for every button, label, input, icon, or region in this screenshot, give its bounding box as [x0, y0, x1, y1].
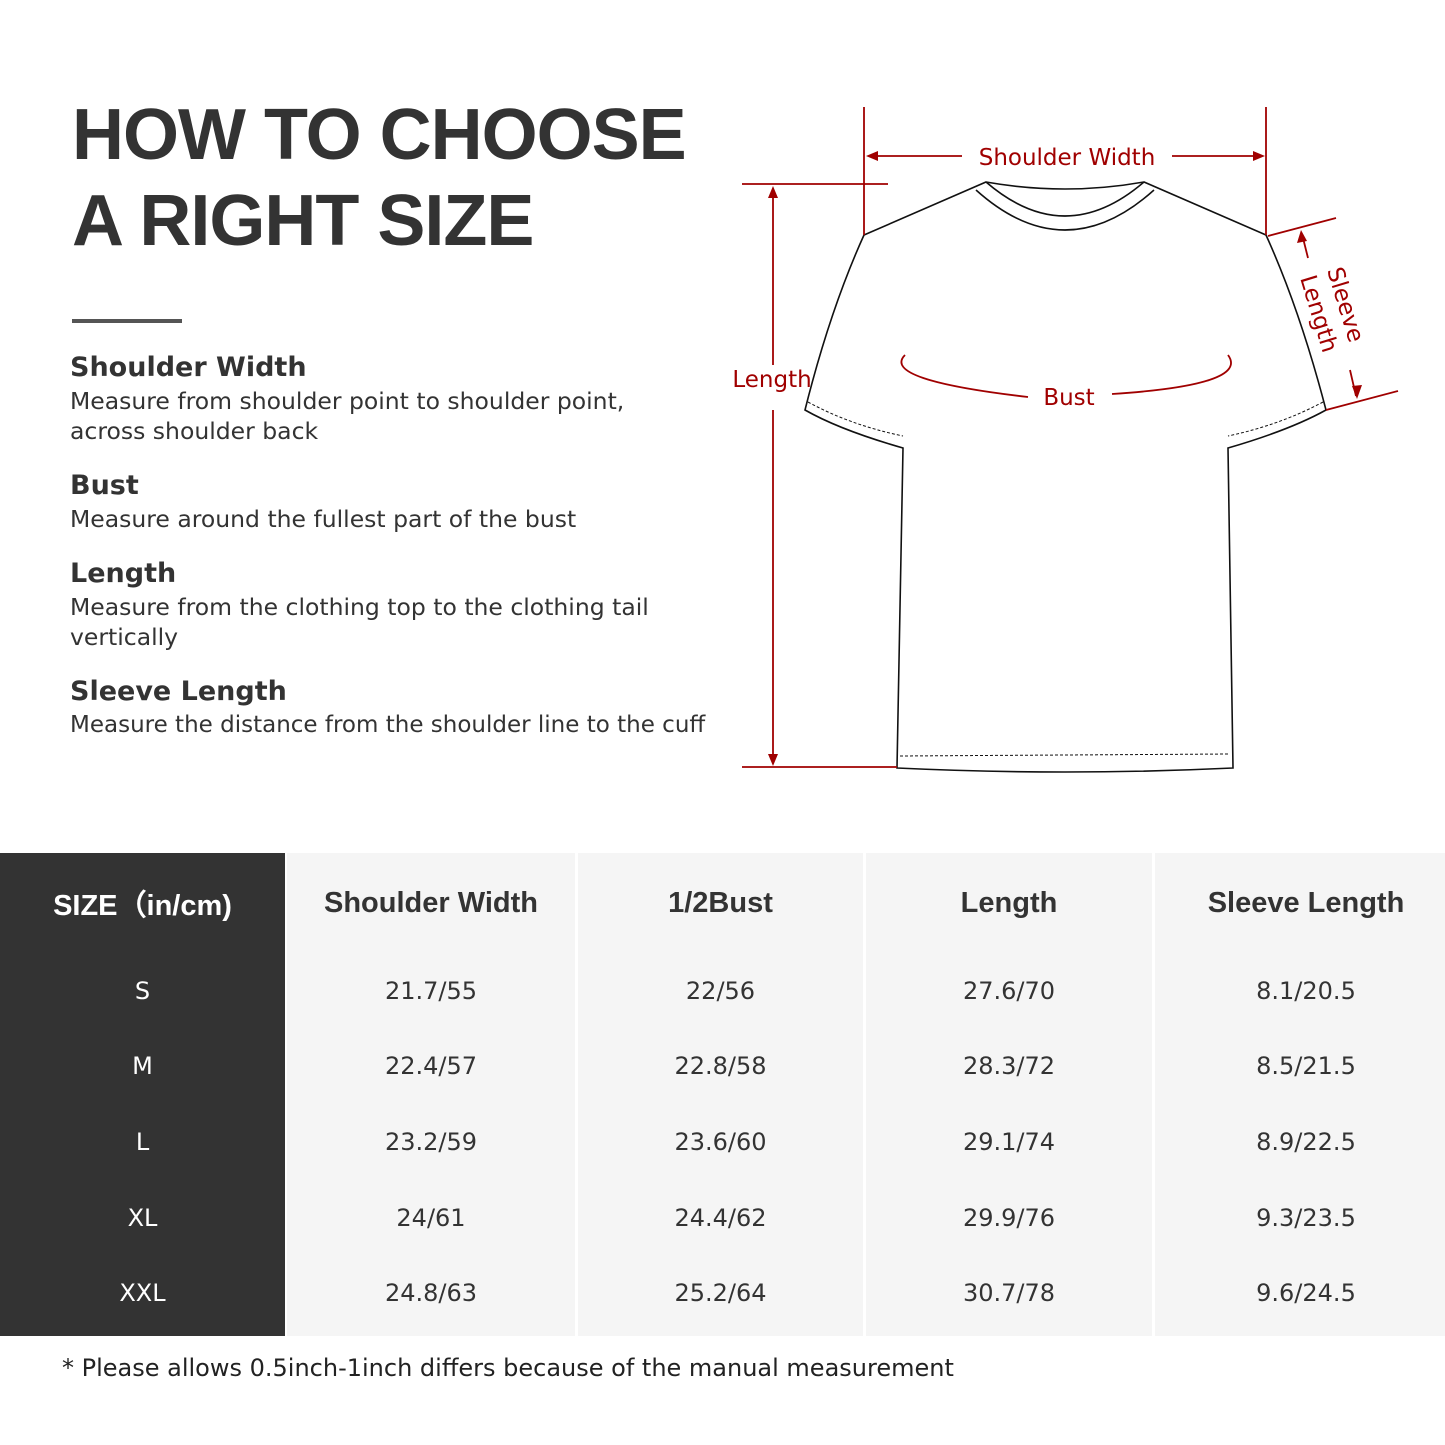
table-cell: 22.8/58 [674, 1052, 767, 1081]
table-cell: 24/61 [396, 1203, 466, 1232]
definition-sleeve: Sleeve Length Measure the distance from t… [70, 676, 706, 738]
header-shoulder: Shoulder Width [324, 886, 538, 919]
table-cell: 23.2/59 [384, 1127, 478, 1156]
footnote: * Please allows 0.5inch-1inch differs be… [62, 1354, 954, 1382]
definition-bust: Bust Measure around the fullest part of t… [70, 470, 577, 533]
table-cell: L [135, 1127, 150, 1156]
table-cell: 30.7/78 [962, 1279, 1056, 1308]
tshirt-outline [804, 181, 1327, 773]
table-cell: XL [127, 1203, 158, 1232]
table-cell: 23.6/60 [674, 1127, 767, 1156]
measure-lines [742, 107, 1399, 768]
tshirt-diagram: Shoulder Width Length Bust Sleeve Length [732, 107, 1399, 773]
definitions: Shoulder Width Measure from shoulder poin… [70, 350, 720, 762]
definition-shoulder: Shoulder Width Measure from shoulder poin… [70, 352, 625, 445]
table-cell: 22.4/57 [384, 1052, 478, 1081]
table-cell: 9.6/24.5 [1256, 1279, 1356, 1308]
table-cell: S [134, 976, 151, 1005]
header-length: Length [960, 886, 1058, 919]
definition-length: Length Measure from the clothing top to t… [70, 558, 649, 651]
arrowheads [768, 151, 1362, 766]
table-cell: 8.1/20.5 [1256, 976, 1356, 1005]
table-cell: 21.7/55 [384, 976, 478, 1005]
column-shoulder: Shoulder Width 21.7/55 22.4/57 23.2/59 2… [287, 853, 575, 1336]
table-cell: 25.2/64 [674, 1279, 767, 1308]
table-cell: 28.3/72 [962, 1052, 1056, 1081]
table-cell: XXL [119, 1279, 166, 1308]
label-shoulder-width: Shoulder Width [979, 145, 1156, 171]
page-title: HOW TO CHOOSE A RIGHT SIZE [72, 95, 687, 261]
size-table: SIZE（in/cm) S M L XL XXL Shoulder Width … [0, 853, 1445, 1336]
table-cell: M [132, 1052, 153, 1081]
header-size: SIZE（in/cm) [53, 890, 232, 922]
table-cell: 9.3/23.5 [1256, 1203, 1356, 1232]
table-cell: 29.9/76 [962, 1203, 1056, 1232]
header-bust: 1/2Bust [668, 886, 773, 919]
table-cell: 24.8/63 [384, 1279, 478, 1308]
column-sleeve: Sleeve Length 8.1/20.5 8.5/21.5 8.9/22.5… [1155, 853, 1445, 1336]
column-size: SIZE（in/cm) S M L XL XXL [0, 853, 285, 1336]
label-bust: Bust [1043, 385, 1094, 411]
table-cell: 29.1/74 [962, 1127, 1056, 1156]
table-cell: 8.9/22.5 [1256, 1127, 1356, 1156]
table-cell: 22/56 [685, 976, 756, 1005]
divider [72, 319, 182, 323]
table-cell: 8.5/21.5 [1256, 1052, 1356, 1081]
table-cell: 27.6/70 [962, 976, 1056, 1005]
header-sleeve: Sleeve Length [1207, 886, 1405, 919]
label-length: Length [732, 367, 811, 393]
table-cell: 24.4/62 [674, 1203, 767, 1232]
column-bust: 1/2Bust 22/56 22.8/58 23.6/60 24.4/62 25… [578, 853, 863, 1336]
column-length: Length 27.6/70 28.3/72 29.1/74 29.9/76 3… [866, 853, 1152, 1336]
